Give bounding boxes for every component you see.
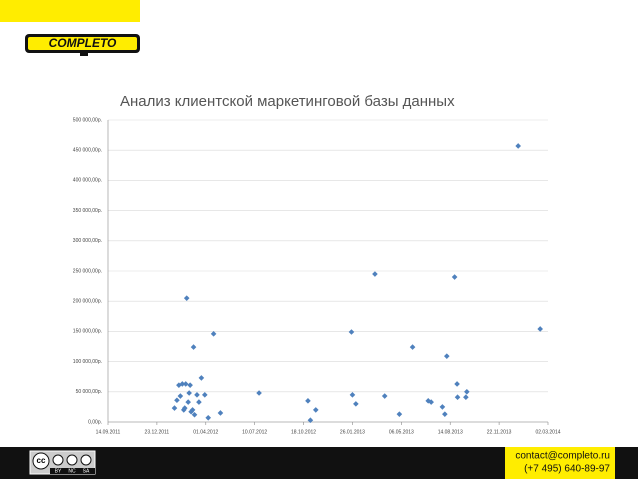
point [396,411,403,417]
point [190,344,197,350]
license-cc: cc [37,456,46,465]
logo: COMPLETO [25,34,140,56]
point [451,274,458,280]
x-tick-label: 14.09.2011 [96,429,121,435]
point [217,410,224,416]
license-sa: SA [83,468,90,474]
y-tick-label: 0,00р. [88,419,102,425]
point [381,393,388,399]
point [348,329,355,335]
point [202,392,208,398]
point [186,390,192,396]
point [181,405,188,411]
chart-title: Анализ клиентской маркетинговой базы дан… [120,93,455,110]
point [463,394,469,401]
point [171,405,178,411]
point [179,381,186,387]
point [372,271,378,277]
email: contact@completo.ru [515,451,610,462]
x-tick-label: 26.01.2013 [340,429,365,435]
x-tick-label: 02.03.2014 [535,429,560,435]
point [177,393,184,399]
point [198,375,205,381]
y-tick-label: 200 000,00р. [73,299,102,305]
point [182,381,189,387]
point [307,417,314,423]
point [428,399,434,405]
point [305,398,311,404]
license-by: BY [55,468,62,474]
point [425,398,432,404]
y-tick-label: 400 000,00р. [73,178,102,184]
y-tick-label: 150 000,00р. [73,329,102,335]
y-tick-label: 450 000,00р. [73,148,102,154]
x-tick-label: 10.07.2012 [242,429,267,435]
y-tick-label: 500 000,00р. [73,117,102,123]
point [353,401,359,407]
x-tick-label: 01.04.2012 [193,429,218,435]
point [256,390,262,396]
point [515,143,521,149]
point [196,399,202,405]
point [194,392,200,398]
point [464,389,470,395]
point [176,382,182,388]
point [205,414,212,421]
plot: 0,00р. 50 000,00р. 100 000,00р. 150 000,00р… [73,117,561,435]
contact-box [505,447,615,479]
point [454,381,460,387]
point [454,394,461,401]
point [537,326,543,332]
x-tick-label: 22.11.2013 [487,429,512,435]
point [185,399,191,405]
y-tick-label: 50 000,00р. [76,389,102,395]
y-tick-label: 250 000,00р. [73,268,102,274]
point [189,407,196,413]
logo-text: COMPLETO [49,36,117,50]
license-nc: NC [68,468,76,474]
point [210,331,217,337]
y-tick-label: 100 000,00р. [73,359,102,365]
point [183,295,190,301]
point [442,411,448,417]
point [444,353,450,359]
point [439,404,446,410]
x-tick-label: 18.10.2012 [291,429,316,435]
x-tick-label: 06.05.2013 [389,429,414,435]
point [191,411,198,418]
x-tick-label: 14.08.2013 [438,429,463,435]
point [174,397,180,404]
license-badge: cc BY NC SA [29,450,96,475]
phone: (+7 495) 640-89-97 [524,464,610,475]
point [312,407,319,413]
y-tick-label: 300 000,00р. [73,238,102,244]
y-tick-label: 350 000,00р. [73,208,102,214]
point [187,382,193,388]
point [409,344,416,350]
x-tick-label: 23.12.2011 [145,429,170,435]
top-band [0,0,140,22]
point [349,392,356,398]
